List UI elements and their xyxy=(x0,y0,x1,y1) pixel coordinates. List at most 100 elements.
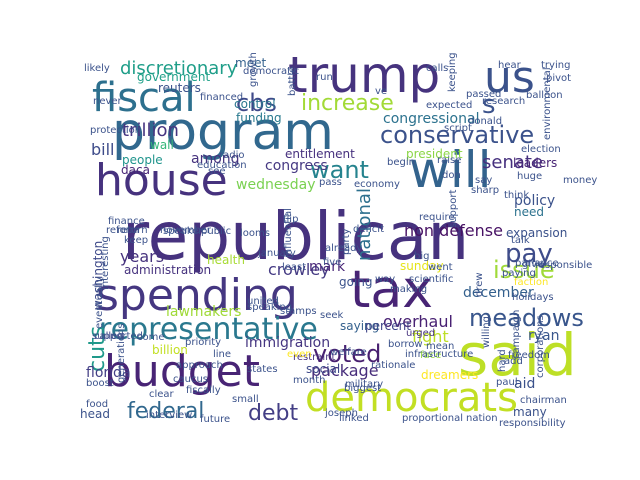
cloud-word-increase: increase xyxy=(301,91,394,116)
cloud-word-non-defense: non defense xyxy=(404,221,503,240)
cloud-word-democratic: democratic xyxy=(243,66,299,77)
cloud-word-percent: percent xyxy=(365,319,411,333)
cloud-word-already: already xyxy=(325,243,362,254)
cloud-word-fiscal: fiscal xyxy=(92,75,196,121)
cloud-word-people: people xyxy=(122,153,163,167)
cloud-word-budget: budget xyxy=(104,346,260,397)
cloud-word-proportional: proportional xyxy=(402,413,463,424)
cloud-word-approach: approach xyxy=(176,360,223,371)
cloud-word-borrow: borrow xyxy=(388,339,423,350)
cloud-word-among: among xyxy=(191,151,240,167)
cloud-word-debt: debt xyxy=(248,401,298,426)
cloud-word-radio: radio xyxy=(219,150,244,161)
cloud-word-think: think xyxy=(504,190,529,201)
cloud-word-immigration: immigration xyxy=(245,335,330,351)
cloud-word-leaders: leaders xyxy=(513,156,557,170)
cloud-word-washington: washington xyxy=(91,241,105,310)
cloud-word-money: money xyxy=(563,175,597,186)
cloud-word-mark: mark xyxy=(309,259,346,275)
cloud-word-congress: congress xyxy=(265,158,328,174)
cloud-word-discretionary: discretionary xyxy=(120,58,238,79)
cloud-word-economy: economy xyxy=(354,179,400,190)
cloud-word-florida: florida xyxy=(86,365,131,381)
cloud-word-rationale: rationale xyxy=(371,360,415,371)
cloud-word-don: don xyxy=(442,170,461,181)
cloud-word-wall: wall xyxy=(150,138,174,152)
cloud-word-looms: looms xyxy=(240,228,270,239)
cloud-word-least: least xyxy=(282,262,306,273)
cloud-word-interesting: interesting xyxy=(100,236,111,290)
cloud-word-issue: issue xyxy=(493,256,555,284)
cloud-word-say: say xyxy=(475,175,492,186)
cloud-word-never: never xyxy=(93,96,123,107)
cloud-word-priority: priority xyxy=(185,337,221,348)
cloud-word-president: president xyxy=(406,147,463,161)
cloud-word-said: said xyxy=(458,321,577,389)
cloud-word-entitlement: entitlement xyxy=(285,147,355,161)
cloud-word-return: return xyxy=(117,225,148,236)
cloud-word-battle: battle xyxy=(287,67,298,96)
cloud-word-see: see xyxy=(208,166,226,177)
cloud-word-mean: mean xyxy=(426,341,454,352)
cloud-word-fiscally: fiscally xyxy=(186,385,221,396)
cloud-word-s: s xyxy=(482,90,496,120)
cloud-word-welfare: welfare xyxy=(330,347,367,358)
cloud-word-parlance: parlance xyxy=(515,258,558,269)
cloud-word-meadows: meadows xyxy=(469,304,584,332)
cloud-word-expansion: expansion xyxy=(506,226,567,240)
cloud-word-pivot: pivot xyxy=(546,73,571,84)
cloud-word-called: called xyxy=(94,331,124,342)
cloud-word-support: support xyxy=(448,190,459,228)
cloud-word-years: years xyxy=(120,247,164,266)
cloud-word-research: research xyxy=(482,96,525,107)
cloud-word-big: big xyxy=(414,251,429,262)
cloud-word-trying: trying xyxy=(541,60,570,71)
cloud-word-raise: raise xyxy=(437,155,461,166)
cloud-word-hard: hard xyxy=(497,349,508,372)
cloud-word-government: government xyxy=(137,70,210,84)
cloud-word-biggest: biggest xyxy=(344,383,381,394)
cloud-word-infrastructure: infrastructure xyxy=(405,349,473,360)
cloud-word-supported: supported xyxy=(92,331,143,342)
cloud-word-cuts: cuts xyxy=(85,326,110,372)
cloud-word-influential: influential xyxy=(283,208,294,258)
cloud-word-even: even xyxy=(287,349,312,360)
cloud-word-senate: senate xyxy=(482,152,543,173)
cloud-word-speaking: speaking xyxy=(247,302,292,313)
cloud-word-restraint: restraint xyxy=(293,352,336,363)
cloud-word-keep: keep xyxy=(124,235,148,246)
cloud-word-passed: passed xyxy=(466,89,501,100)
cloud-word-urged: urged xyxy=(406,328,435,339)
cloud-word-talk: talk xyxy=(511,235,530,246)
cloud-word-daca: daca xyxy=(121,163,150,177)
cloud-word-line: line xyxy=(213,349,231,360)
cloud-word-paul: paul xyxy=(496,377,518,388)
cloud-word-give: give xyxy=(522,259,543,270)
cloud-word-flip: flip xyxy=(283,214,298,225)
cloud-word-freedom: freedom xyxy=(508,350,550,361)
cloud-word-social: social xyxy=(306,362,340,376)
cloud-word-cbs: cbs xyxy=(236,89,277,117)
cloud-word-states: states xyxy=(247,364,278,375)
cloud-word-script: script xyxy=(444,123,472,134)
cloud-word-environmental: environmental xyxy=(542,67,553,140)
cloud-word-paying: paying xyxy=(502,268,536,279)
cloud-word-head: head xyxy=(80,407,110,421)
cloud-word-conservative: conservative xyxy=(380,121,534,149)
cloud-word-calls: calls xyxy=(426,63,448,74)
cloud-word-willing: willing xyxy=(481,316,492,348)
cloud-word-ve: ve xyxy=(375,86,387,97)
cloud-word-add: add xyxy=(504,356,523,367)
cloud-word-wednesday: wednesday xyxy=(236,177,315,193)
cloud-word-voted: voted xyxy=(313,340,381,368)
cloud-word-caucus: caucus xyxy=(173,374,208,385)
cloud-word-clear: clear xyxy=(149,389,175,400)
cloud-word-five: five xyxy=(323,257,341,268)
cloud-word-month: month xyxy=(293,375,325,386)
cloud-word-spending: spending xyxy=(96,270,298,321)
cloud-word-pass: pass xyxy=(319,177,342,188)
cloud-word-holidays: holidays xyxy=(512,292,554,303)
cloud-word-scientific: scientific xyxy=(409,274,453,285)
cloud-word-reuters: reuters xyxy=(158,81,201,95)
cloud-word-expected: expected xyxy=(426,100,472,111)
